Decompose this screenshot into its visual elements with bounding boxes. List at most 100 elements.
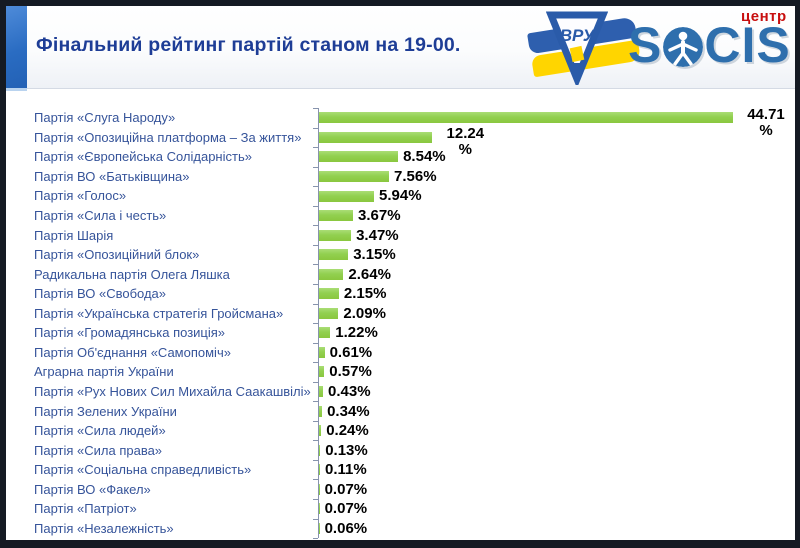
- bar: [319, 307, 339, 319]
- axis-tick: [313, 459, 318, 461]
- socis-wordmark: S CIS: [628, 19, 791, 71]
- bar: [319, 425, 322, 437]
- party-label: Партія «Сила права»: [34, 442, 163, 458]
- value-label: 0.06%: [324, 519, 368, 537]
- bar: [319, 444, 321, 456]
- party-label: Партія Зелених України: [34, 403, 177, 419]
- axis-tick: [313, 205, 318, 207]
- bar: [319, 190, 374, 202]
- value-label: 2.09%: [343, 304, 386, 322]
- bar: [319, 249, 349, 261]
- axis-tick: [313, 323, 318, 325]
- value-label-line: %: [759, 121, 773, 139]
- axis-tick: [313, 284, 318, 285]
- value-label: 3.47%: [356, 226, 399, 244]
- value-label: 0.34%: [327, 402, 370, 420]
- value-label: 0.57%: [329, 363, 372, 381]
- axis-tick: [313, 362, 318, 364]
- bar: [319, 503, 320, 515]
- bar: [319, 229, 352, 241]
- axis-tick: [313, 440, 318, 442]
- party-label: Партія «Українська стратегія Гройсмана»: [34, 305, 284, 321]
- party-label: Партія «Опозиційний блок»: [34, 247, 200, 263]
- axis-tick: [313, 225, 318, 227]
- value-label: 0.43%: [328, 382, 371, 400]
- value-label: 0.61%: [329, 343, 373, 361]
- party-label: Партія Об'єднання «Самопоміч»: [34, 344, 231, 360]
- value-label-line: 12.24: [446, 125, 485, 142]
- centr-label: центр: [741, 8, 787, 25]
- content-card: [6, 6, 795, 540]
- axis-tick: [313, 166, 318, 168]
- value-label: 2.64%: [348, 265, 391, 283]
- axis-tick: [313, 127, 318, 129]
- axis-tick: [313, 147, 318, 149]
- value-label: 0.07%: [324, 480, 368, 498]
- party-label: Партія «Соціальна справедливість»: [34, 462, 252, 478]
- bar: [319, 346, 325, 358]
- value-label: 3.15%: [353, 246, 396, 264]
- value-label: 0.11%: [325, 461, 367, 479]
- bar: [319, 210, 353, 221]
- bar: [319, 112, 733, 124]
- axis-tick: [313, 401, 318, 403]
- axis-tick: [313, 108, 318, 109]
- value-label: 2.15%: [343, 285, 387, 303]
- value-label: 0.07%: [324, 500, 368, 518]
- party-label: Партія ВО «Свобода»: [34, 286, 167, 302]
- party-label: Партія «Сила людей»: [34, 423, 166, 439]
- party-label: Партія «Європейська Солідарність»: [34, 149, 252, 165]
- axis-tick: [313, 499, 318, 500]
- party-label: Партія ВО «Батьківщина»: [34, 168, 190, 184]
- party-label: Партія «Сила і честь»: [34, 208, 167, 224]
- axis-tick: [313, 342, 318, 344]
- value-label: 7.56%: [394, 167, 437, 185]
- value-label: 5.94%: [379, 187, 422, 205]
- axis-tick: [313, 479, 318, 481]
- y-axis-line: [318, 108, 319, 539]
- bar: [319, 151, 399, 163]
- bar: [319, 405, 323, 417]
- party-label: Радикальна партія Олега Ляшка: [34, 266, 230, 282]
- bar: [319, 464, 320, 476]
- value-label: 0.13%: [325, 441, 368, 459]
- value-label: 0.24%: [326, 422, 369, 440]
- value-label: 8.54%: [403, 148, 446, 166]
- bar: [319, 170, 389, 182]
- value-label: 12.24%: [441, 126, 489, 158]
- socis-person-icon: [663, 27, 704, 67]
- party-label: Партія «Громадянська позиція»: [34, 325, 226, 341]
- bar: [319, 131, 433, 143]
- value-label: 44.71%: [742, 105, 790, 139]
- blue-accent-bar: [6, 6, 27, 88]
- bar: [319, 288, 339, 300]
- vru-triangle-badge-icon: ВРУ: [546, 11, 608, 85]
- axis-tick: [313, 264, 318, 266]
- axis-tick: [313, 303, 318, 305]
- value-label-line: %: [458, 141, 472, 158]
- axis-tick: [313, 381, 318, 383]
- bar: [319, 483, 320, 495]
- party-label: Партія Шарія: [34, 227, 114, 243]
- axis-tick: [313, 186, 318, 188]
- party-label: Партія «Патріот»: [34, 501, 137, 517]
- axis-tick: [313, 420, 318, 422]
- party-label: Аграрна партія України: [34, 364, 174, 380]
- socis-letters-cis: CIS: [704, 17, 791, 73]
- socis-logo: ВРУ S CIS центр: [520, 6, 795, 90]
- vru-badge-label: ВРУ: [560, 26, 596, 45]
- axis-tick: [313, 538, 318, 540]
- bar: [319, 522, 320, 534]
- blue-accent-underline: [6, 88, 27, 91]
- axis-tick: [313, 244, 318, 246]
- party-label: Партія «Рух Нових Сил Михайла Саакашвілі…: [34, 383, 311, 399]
- value-label-line: 44.71: [747, 105, 785, 123]
- socis-letter-s: S: [628, 17, 663, 73]
- party-label: Партія ВО «Факел»: [34, 481, 151, 497]
- axis-tick: [313, 518, 318, 520]
- bar: [319, 366, 325, 378]
- party-label: Партія «Голос»: [34, 188, 127, 204]
- party-label: Партія «Опозиційна платформа – За життя»: [34, 129, 302, 145]
- page-title: Фінальний рейтинг партій станом на 19-00…: [36, 34, 461, 56]
